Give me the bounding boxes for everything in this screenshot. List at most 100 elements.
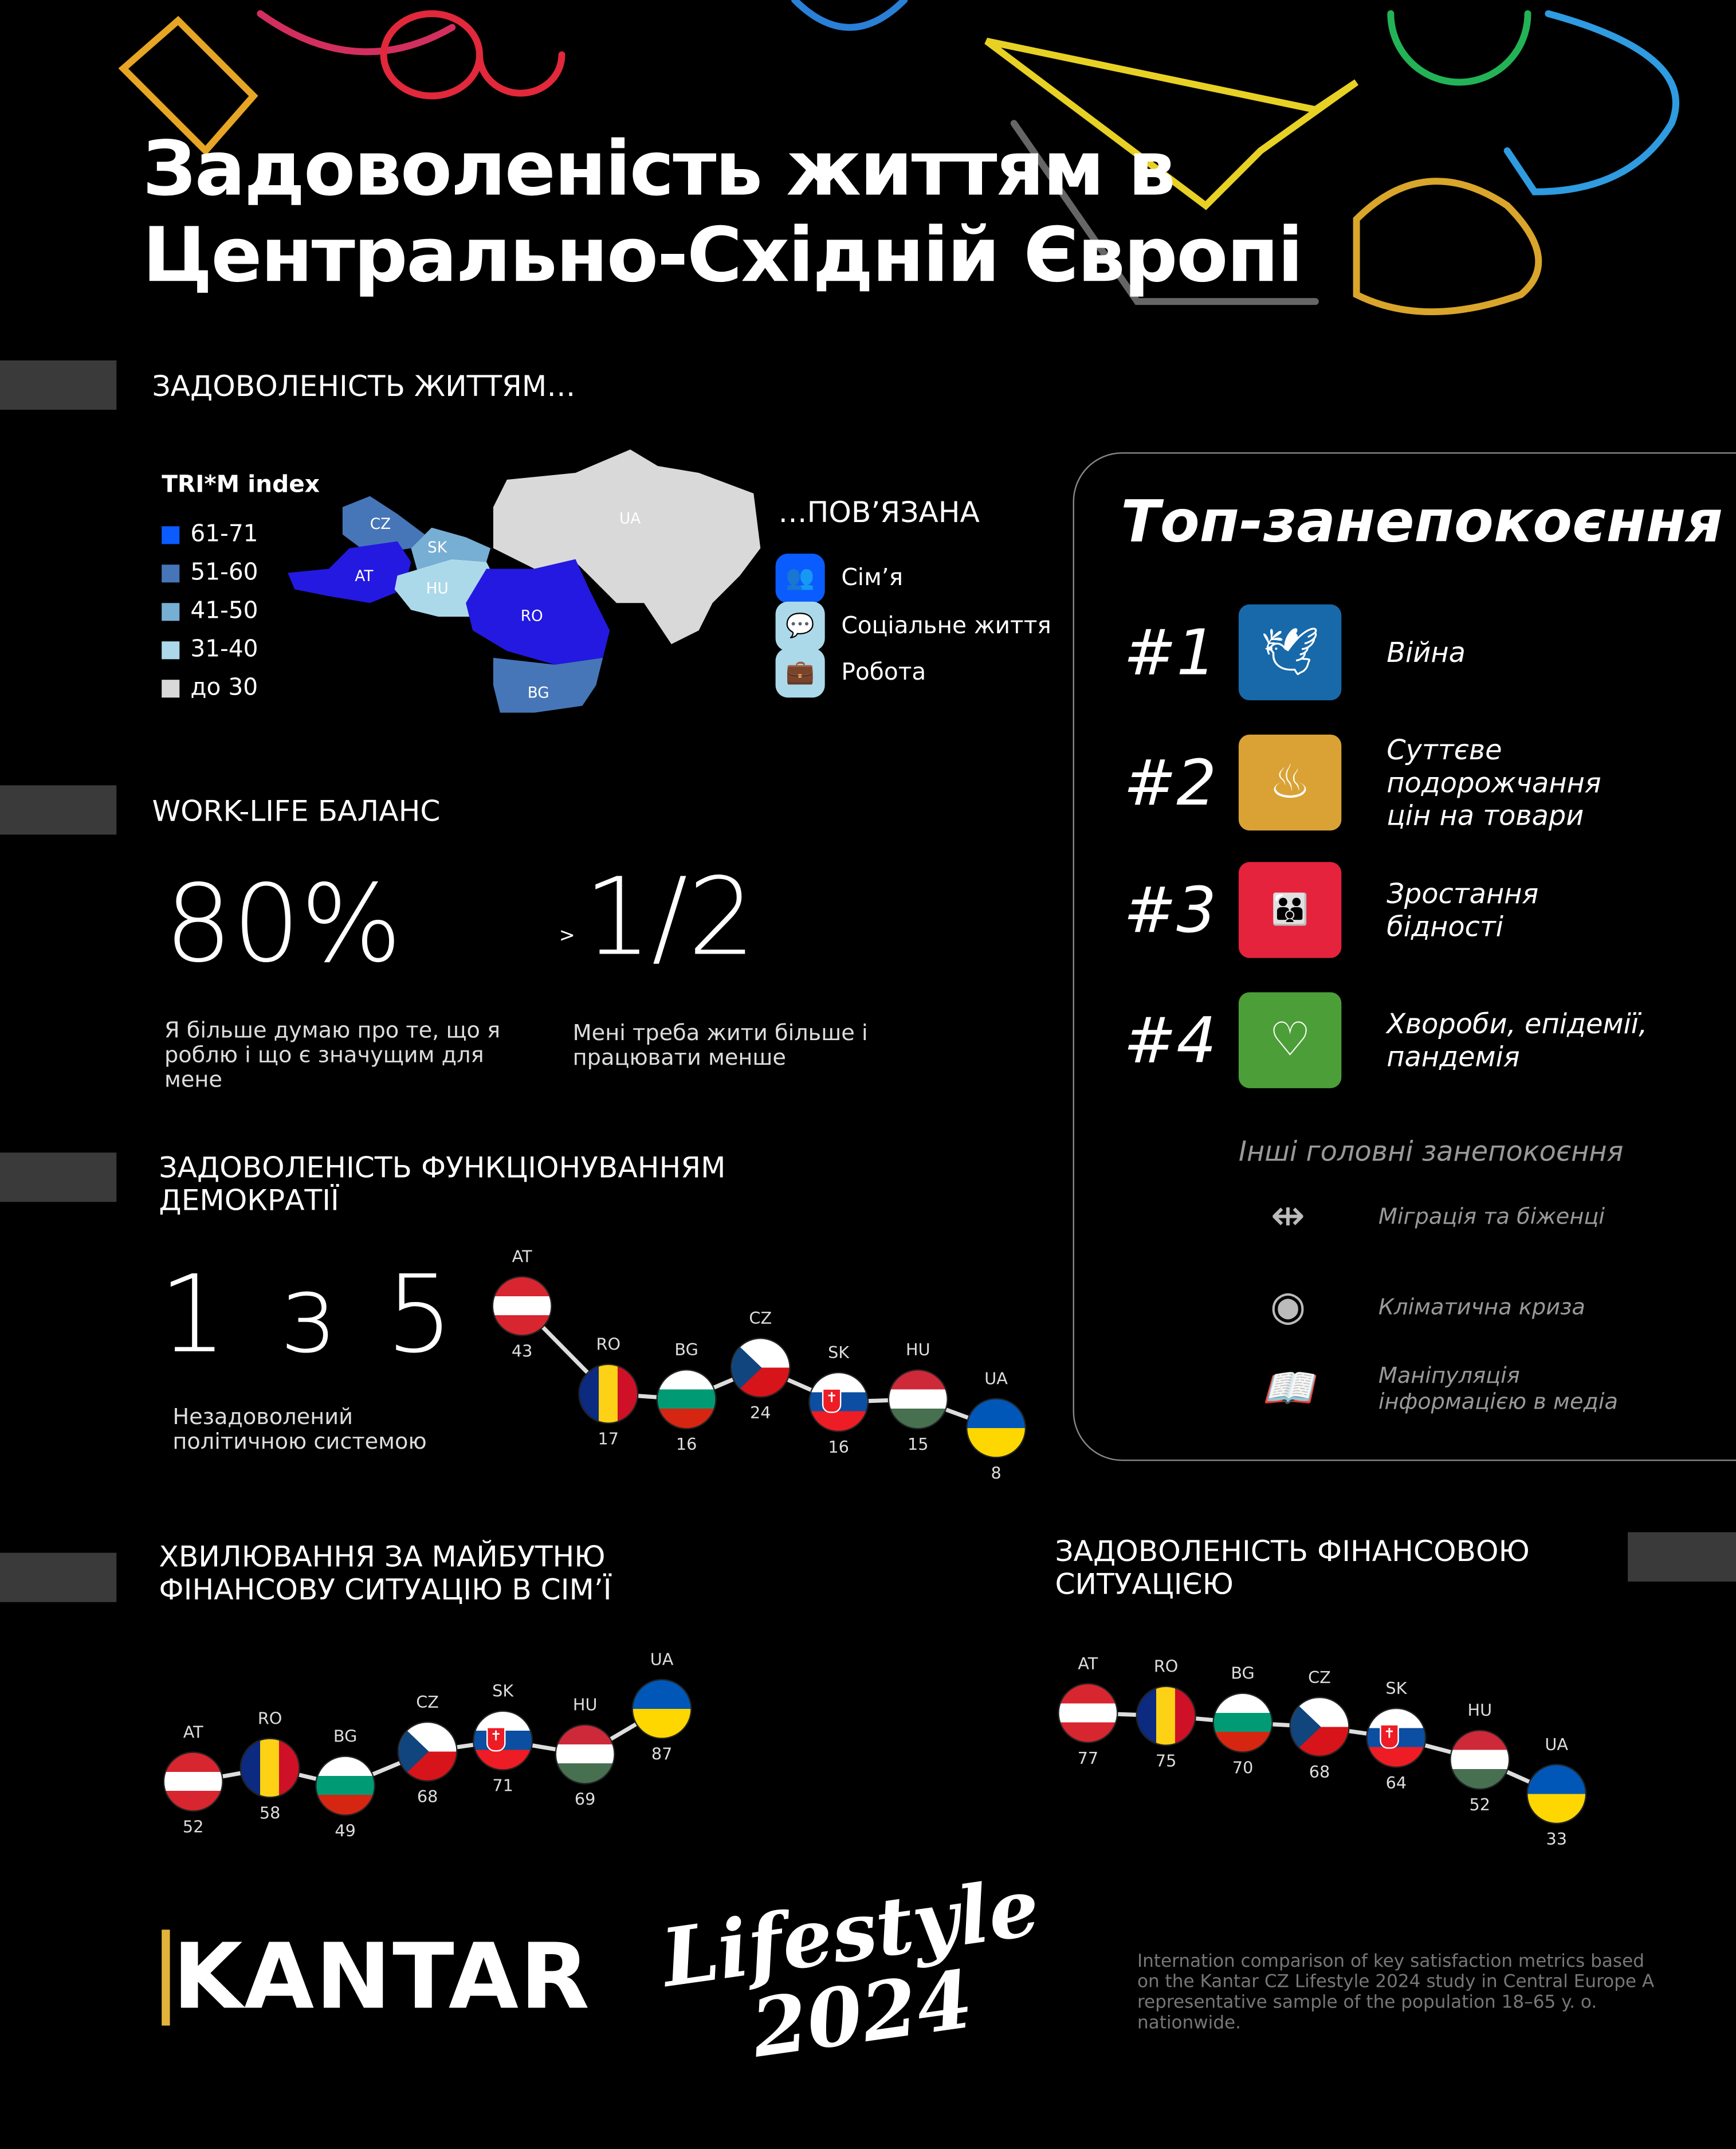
other-concern-label: Маніпуляція інформацією в медіа xyxy=(1378,1362,1618,1415)
concern-label: Війна xyxy=(1387,636,1466,669)
legend-title: TRI*M index xyxy=(162,471,320,499)
section-work-life: WORK-LIFE БАЛАНС xyxy=(152,795,441,828)
flag-country-label: BG xyxy=(674,1340,698,1360)
flag-country-label: HU xyxy=(572,1695,598,1715)
related-title: …ПОВ’ЯЗАНА xyxy=(778,496,980,530)
section-marker xyxy=(0,1152,117,1202)
map-label-at: AT xyxy=(355,568,374,585)
flag-country-label: UA xyxy=(984,1369,1008,1389)
map-country-at xyxy=(288,541,411,603)
map-country-sk xyxy=(411,527,491,573)
flag-sk: ✝ xyxy=(474,1711,532,1770)
legend-label: 61-71 xyxy=(190,520,258,548)
other-concern: 📖 Маніпуляція інформацією в медіа xyxy=(1247,1362,1639,1414)
briefcase-icon: 💼 xyxy=(775,648,825,698)
section-marker xyxy=(0,1552,117,1602)
legend-label: до 30 xyxy=(190,674,258,702)
other-concern-label: Кліматична криза xyxy=(1378,1293,1585,1320)
other-concern-label: Міграція та біженці xyxy=(1378,1203,1605,1230)
flag-country-label: SK xyxy=(828,1343,850,1363)
map-label-cz: CZ xyxy=(370,516,391,533)
legend-item: 51-60 xyxy=(162,559,258,587)
concern-rank: #4 xyxy=(1124,1003,1217,1077)
related-label: Сім’я xyxy=(841,564,904,593)
flag-country-label: BG xyxy=(333,1727,358,1746)
title-line-1: Задоволеність життям в xyxy=(142,124,1176,213)
map-label-bg: BG xyxy=(528,684,549,701)
other-concern: ◉ Кліматична криза xyxy=(1247,1283,1585,1331)
other-concerns-title: Інші головні занепокоєння xyxy=(1238,1135,1624,1168)
concern-rank: #3 xyxy=(1124,873,1217,947)
flag-country-label: SK xyxy=(492,1681,514,1701)
section-marker xyxy=(0,360,117,410)
section-democracy: ЗАДОВОЛЕНІСТЬ ФУНКЦІОНУВАННЯМ ДЕМОКРАТІЇ xyxy=(159,1151,726,1217)
flag-value-label: 68 xyxy=(417,1787,438,1806)
flag-ua xyxy=(1527,1765,1585,1823)
map-country-bg xyxy=(493,657,603,713)
section-marker xyxy=(0,785,117,835)
legend-item: 61-71 xyxy=(162,521,258,548)
legend-label: 31-40 xyxy=(190,636,258,664)
footer-note: Internation comparison of key satisfacti… xyxy=(1137,1951,1655,2034)
flag-country-label: AT xyxy=(512,1247,532,1266)
flag-value-label: 77 xyxy=(1077,1748,1099,1768)
flag-hu xyxy=(556,1725,614,1783)
flag-country-label: RO xyxy=(1153,1657,1179,1676)
stat-half: 1/2 xyxy=(583,856,756,980)
flag-sk: ✝ xyxy=(1367,1709,1425,1767)
people-icon: 👪 xyxy=(1238,862,1342,958)
flag-country-label: RO xyxy=(596,1335,621,1354)
flag-cz xyxy=(1290,1698,1349,1756)
flag-ro xyxy=(241,1739,299,1797)
flag-country-label: AT xyxy=(1078,1654,1098,1674)
legend-swatch xyxy=(162,602,180,621)
flag-bg xyxy=(316,1756,374,1815)
stat-half-text: Мені треба жити більше і працювати менше xyxy=(572,1019,868,1070)
stat-one-in-five: 1 з 5 xyxy=(159,1254,462,1378)
related-item-work: 💼 Робота xyxy=(775,648,926,698)
flag-value-label: 16 xyxy=(828,1437,849,1457)
flag-hu xyxy=(889,1370,947,1428)
map-label-ua: UA xyxy=(619,511,641,528)
flag-country-label: HU xyxy=(906,1340,930,1360)
flag-value-label: 68 xyxy=(1309,1762,1330,1782)
map-country-cz xyxy=(342,496,425,555)
book-icon: 📖 xyxy=(1262,1364,1314,1413)
flag-country-label: UA xyxy=(1545,1735,1569,1755)
flag-country-label: CZ xyxy=(1308,1668,1331,1687)
legend-label: 51-60 xyxy=(190,559,258,587)
flag-country-label: AT xyxy=(183,1723,203,1742)
related-item-social: 💬 Соціальне життя xyxy=(775,601,1051,651)
flag-country-label: UA xyxy=(650,1650,674,1669)
flag-country-label: CZ xyxy=(749,1308,772,1328)
flag-value-label: 70 xyxy=(1232,1758,1254,1778)
legend-swatch xyxy=(162,564,180,582)
concern-rank: #2 xyxy=(1124,745,1217,820)
flag-hu xyxy=(1451,1731,1509,1789)
concern-4: #4 ♡ Хвороби, епідемії, пандемія xyxy=(1124,992,1674,1088)
bowl-icon: ♨ xyxy=(1238,734,1342,831)
democracy-text: Незадоволений політичною системою xyxy=(172,1403,427,1454)
flag-value-label: 75 xyxy=(1155,1751,1177,1771)
flag-ua xyxy=(967,1399,1025,1457)
eye-globe-icon: ◉ xyxy=(1270,1283,1306,1331)
flag-value-label: 58 xyxy=(259,1803,281,1823)
section-future-finance: ХВИЛЮВАННЯ ЗА МАЙБУТНЮ ФІНАНСОВУ СИТУАЦІ… xyxy=(159,1540,612,1606)
greater-than: > xyxy=(559,925,575,947)
flag-value-label: 16 xyxy=(675,1434,697,1454)
map-label-hu: HU xyxy=(426,581,449,598)
kantar-logo: KANTAR xyxy=(162,1929,591,2026)
flag-bg xyxy=(1213,1693,1272,1752)
legend-item: 41-50 xyxy=(162,598,258,625)
migration-icon: ⇹ xyxy=(1270,1192,1306,1241)
concern-label: Суттєве подорожчання цін на товари xyxy=(1387,733,1601,832)
heartbeat-icon: ♡ xyxy=(1238,992,1342,1088)
flag-country-label: HU xyxy=(1467,1700,1493,1720)
concern-label: Хвороби, епідемії, пандемія xyxy=(1387,1007,1648,1073)
map-label-sk: SK xyxy=(427,539,447,556)
flag-value-label: 15 xyxy=(908,1434,929,1454)
flag-country-label: RO xyxy=(257,1709,282,1728)
concern-label: Зростання бідності xyxy=(1387,877,1539,943)
stat-80-percent: 80% xyxy=(164,863,402,987)
